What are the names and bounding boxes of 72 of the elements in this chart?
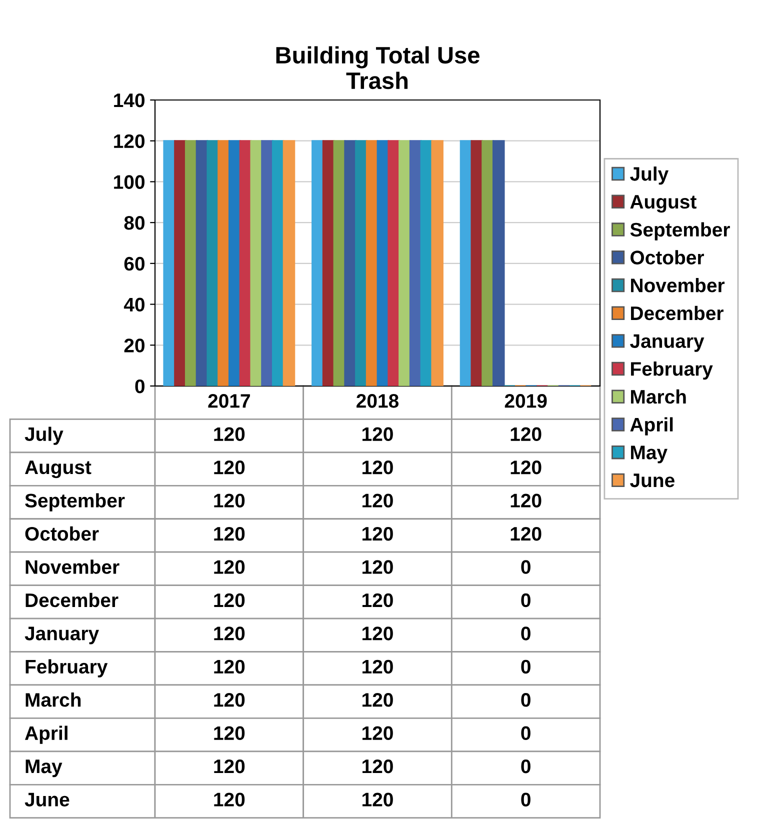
data-label: 120 xyxy=(362,693,393,707)
data-label: 120 xyxy=(362,593,393,608)
data-label: 120 xyxy=(214,460,245,474)
data-label: 0 xyxy=(521,660,530,674)
data-label: 120 xyxy=(362,660,393,674)
data-label: 0 xyxy=(521,560,530,574)
data-label: 120 xyxy=(362,726,393,740)
text: October xyxy=(25,526,99,541)
y-tick-label: 140 xyxy=(114,93,144,108)
legend-label: September xyxy=(630,222,730,240)
legend-label: August xyxy=(630,195,696,213)
text: June xyxy=(24,792,70,806)
data-label: 120 xyxy=(214,427,245,442)
y-tick-label: 100 xyxy=(114,175,144,189)
y-tick-label: 40 xyxy=(124,298,144,312)
data-label: 120 xyxy=(510,460,542,474)
data-label: 120 xyxy=(362,427,393,442)
data-label: 120 xyxy=(362,526,393,541)
x-tick-label: 2019 xyxy=(504,394,547,408)
y-tick-label: 20 xyxy=(124,338,144,352)
text: January xyxy=(24,626,99,644)
x-tick-label: 2018 xyxy=(356,394,399,408)
legend-label: May xyxy=(631,446,668,464)
data-label: 120 xyxy=(510,427,542,442)
data-label: 120 xyxy=(214,693,245,707)
data-label: 0 xyxy=(521,759,530,774)
legend-label: December xyxy=(631,306,724,320)
text: December xyxy=(26,592,118,608)
y-tick-label: 60 xyxy=(124,256,144,271)
text: May xyxy=(26,760,62,778)
x-tick-label: 2017 xyxy=(208,394,250,408)
y-tick-label: 0 xyxy=(135,379,144,394)
text: March xyxy=(26,692,81,707)
y-tick-label: 80 xyxy=(124,216,144,230)
data-label: 0 xyxy=(521,726,530,740)
data-label: 0 xyxy=(521,792,530,806)
chart-title: Building Total Use Trash xyxy=(276,46,480,90)
data-label: 120 xyxy=(214,792,245,806)
text: November xyxy=(26,560,120,574)
data-label: 120 xyxy=(214,660,245,674)
data-label: 120 xyxy=(362,759,393,774)
legend-label: November xyxy=(631,278,725,292)
data-label: 0 xyxy=(521,693,530,707)
data-label: 120 xyxy=(362,560,393,574)
data-label: 120 xyxy=(362,792,393,806)
text: February xyxy=(26,659,108,678)
text: August xyxy=(24,460,92,478)
data-label: 120 xyxy=(214,560,245,574)
data-label: 120 xyxy=(214,494,245,508)
text: September xyxy=(25,493,125,512)
text: April xyxy=(24,726,68,744)
legend-label: June xyxy=(630,474,674,488)
legend-label: October xyxy=(630,250,704,264)
text: July xyxy=(24,426,64,445)
legend-label: February xyxy=(631,362,713,380)
data-label: 120 xyxy=(510,494,542,508)
data-label: 120 xyxy=(214,726,245,740)
data-label: 0 xyxy=(521,593,530,608)
data-label: 120 xyxy=(214,626,245,640)
data-label: 120 xyxy=(214,759,245,774)
data-label: 120 xyxy=(362,626,393,640)
data-label: 120 xyxy=(362,460,393,474)
legend-label: April xyxy=(630,417,673,436)
data-label: 120 xyxy=(214,593,245,608)
y-tick-label: 120 xyxy=(114,134,144,148)
data-label: 0 xyxy=(521,626,530,640)
legend-label: January xyxy=(630,334,704,352)
legend-label: July xyxy=(630,166,669,185)
data-label: 120 xyxy=(510,526,542,541)
data-label: 120 xyxy=(362,494,393,508)
legend-label: March xyxy=(631,389,686,404)
data-label: 120 xyxy=(214,526,245,541)
